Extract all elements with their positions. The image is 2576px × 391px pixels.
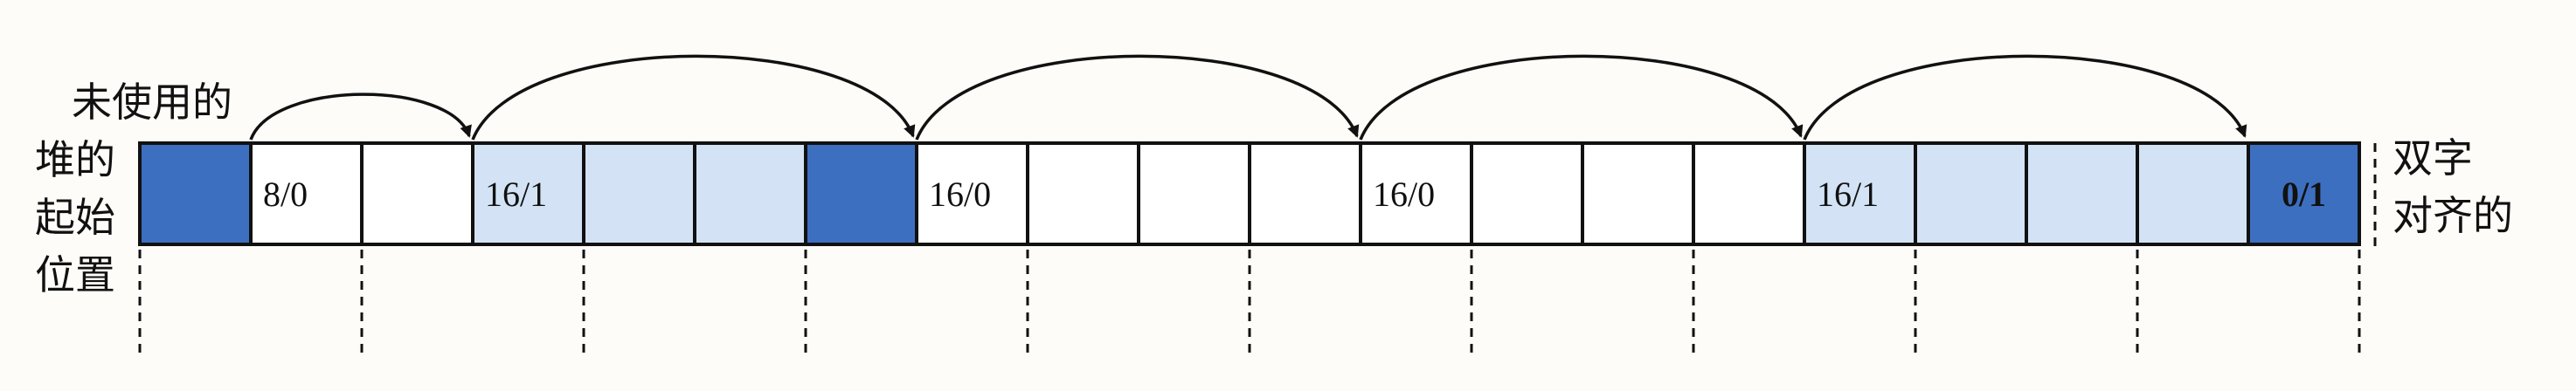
block-header-label: 16/0 xyxy=(1373,175,1435,214)
next-block-arrow xyxy=(1803,54,2247,141)
heap-word-free-header xyxy=(1359,141,1473,246)
heap-word-free xyxy=(1137,141,1251,246)
heap-word-alloc-header xyxy=(1803,141,1917,246)
heap-word-free xyxy=(1692,141,1806,246)
heap-word-alloc-payload xyxy=(2025,141,2139,246)
double-word-aligned-label-line: 双字 xyxy=(2392,134,2473,182)
heap-word-pad xyxy=(804,141,918,246)
next-block-arrow xyxy=(1359,54,1804,141)
heap-word-free xyxy=(1248,141,1362,246)
heap-word-free-header xyxy=(915,141,1029,246)
heap-word-pad xyxy=(138,141,253,246)
heap-word-free xyxy=(1470,141,1584,246)
heap-word-free xyxy=(1581,141,1695,246)
block-header-label: 16/1 xyxy=(1817,175,1879,214)
heap-word-alloc-payload xyxy=(1914,141,2028,246)
heap-start-label-line: 未使用的 xyxy=(72,79,232,126)
heap-start-label-line: 堆的 xyxy=(35,136,115,183)
heap-word-free xyxy=(360,141,474,246)
double-word-aligned-label: 双字 对齐的 xyxy=(2392,129,2513,244)
heap-word-alloc-payload xyxy=(693,141,807,246)
heap-word-alloc-header xyxy=(471,141,585,246)
next-block-arrow xyxy=(915,54,1360,141)
heap-start-label: 未使用的 堆的 起始 位置 xyxy=(35,73,232,304)
next-block-arrow xyxy=(471,54,916,141)
block-header-label: 16/1 xyxy=(485,175,547,214)
double-word-aligned-label-line: 对齐的 xyxy=(2392,192,2513,239)
heap-word-alloc-payload xyxy=(582,141,696,246)
heap-start-label-line: 起始 xyxy=(35,194,115,241)
block-header-label: 16/0 xyxy=(929,175,991,214)
heap-word-end xyxy=(2247,141,2361,246)
heap-start-label-line: 位置 xyxy=(35,251,115,298)
block-header-label: 8/0 xyxy=(263,175,308,214)
block-header-label: 0/1 xyxy=(2282,175,2326,214)
heap-word-free xyxy=(1026,141,1140,246)
heap-word-alloc-payload xyxy=(2136,141,2250,246)
next-block-arrow xyxy=(249,93,472,141)
